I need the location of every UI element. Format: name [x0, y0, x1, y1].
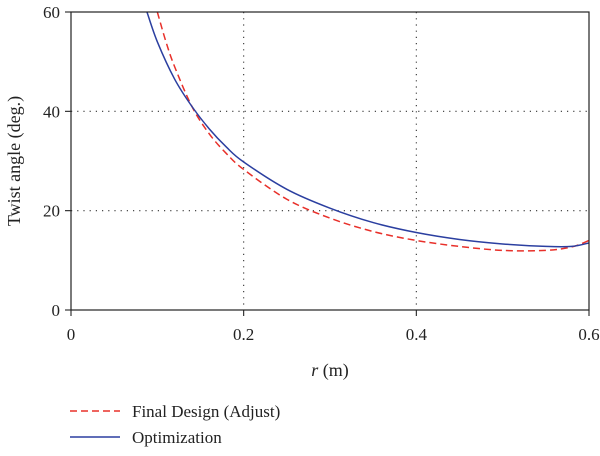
y-tick-label: 20: [43, 202, 60, 221]
x-tick-label: 0: [67, 325, 76, 344]
series-line-1: [146, 12, 589, 248]
x-axis-ticks: 0 0.2 0.4 0.6: [67, 310, 600, 344]
legend-label-optimization: Optimization: [132, 428, 222, 447]
y-tick-label: 40: [43, 102, 60, 121]
y-tick-label: 60: [43, 3, 60, 22]
legend: Final Design (Adjust) Optimization: [70, 402, 280, 447]
plot-frame: [70, 11, 590, 311]
series-line-0: [156, 12, 589, 252]
y-tick-label: 0: [52, 301, 61, 320]
series-lines: [146, 12, 589, 252]
grid-lines: [71, 12, 589, 310]
x-axis-label: r (m): [311, 360, 349, 381]
x-tick-label: 0.2: [233, 325, 254, 344]
x-tick-label: 0.6: [578, 325, 599, 344]
legend-label-final-design: Final Design (Adjust): [132, 402, 280, 421]
x-tick-label: 0.4: [406, 325, 428, 344]
y-axis-ticks: 0 20 40 60: [43, 3, 71, 320]
y-axis-label: Twist angle (deg.): [4, 96, 25, 226]
